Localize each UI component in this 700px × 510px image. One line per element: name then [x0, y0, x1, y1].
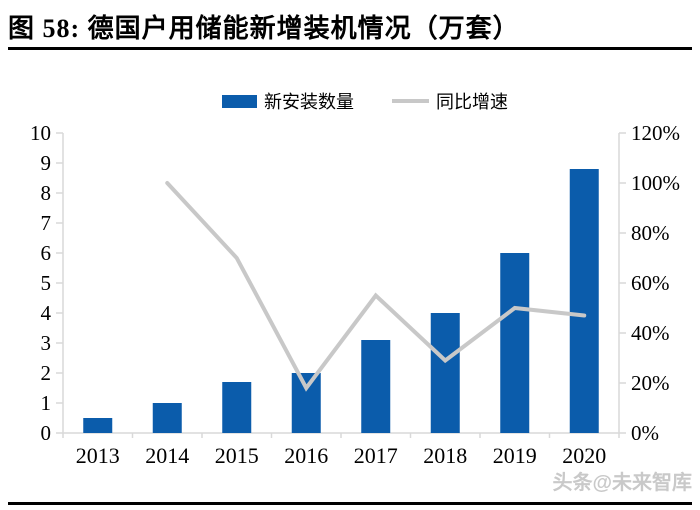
right-axis-tick-label: 120% [631, 121, 680, 145]
x-axis-category-label: 2019 [493, 443, 537, 468]
legend-item-line: 同比增速 [392, 88, 508, 114]
bar-2020 [569, 169, 599, 433]
left-axis-tick-label: 2 [41, 361, 52, 385]
x-axis-category-label: 2013 [76, 443, 120, 468]
left-axis-tick-label: 3 [41, 331, 52, 355]
bar-2018 [430, 313, 460, 433]
bar-2015 [222, 382, 252, 433]
x-axis-category-label: 2020 [562, 443, 606, 468]
watermark: 头条@未来智库 [552, 472, 692, 494]
right-axis-tick-label: 60% [631, 271, 670, 295]
legend-line-swatch-icon [392, 99, 429, 103]
legend-bar-swatch-icon [222, 94, 257, 108]
figure-title: 图 58: 德国户用储能新增装机情况（万套） [8, 14, 520, 43]
chart-legend: 新安装数量 同比增速 [0, 88, 700, 114]
left-axis-tick-label: 10 [30, 121, 51, 145]
legend-bar-label: 新安装数量 [264, 92, 354, 112]
left-axis-tick-label: 5 [41, 271, 52, 295]
left-axis-tick-label: 4 [41, 301, 52, 325]
bar-2017 [361, 340, 391, 433]
x-axis-category-label: 2015 [215, 443, 259, 468]
left-axis-tick-label: 7 [41, 211, 52, 235]
x-axis-category-label: 2017 [354, 443, 398, 468]
x-axis-category-label: 2018 [423, 443, 467, 468]
left-axis-tick-label: 9 [41, 151, 52, 175]
x-axis-category-label: 2016 [284, 443, 328, 468]
left-axis-tick-label: 6 [41, 241, 52, 265]
x-axis-category-label: 2014 [145, 443, 189, 468]
right-axis-tick-label: 100% [631, 171, 680, 195]
right-axis-tick-label: 20% [631, 371, 670, 395]
title-divider [8, 47, 692, 50]
right-axis-tick-label: 80% [631, 221, 670, 245]
bar-2016 [291, 373, 321, 433]
bar-2014 [152, 403, 182, 433]
bar-2013 [83, 418, 113, 433]
bottom-divider [8, 502, 692, 505]
right-axis-tick-label: 40% [631, 321, 670, 345]
left-axis-tick-label: 0 [41, 421, 52, 445]
right-axis-tick-label: 0% [631, 421, 659, 445]
left-axis-tick-label: 8 [41, 181, 52, 205]
growth-line [165, 181, 587, 392]
legend-line-label: 同比增速 [436, 92, 508, 112]
legend-item-bars: 新安装数量 [222, 88, 354, 114]
bar-2019 [500, 253, 530, 433]
left-axis-tick-label: 1 [41, 391, 52, 415]
